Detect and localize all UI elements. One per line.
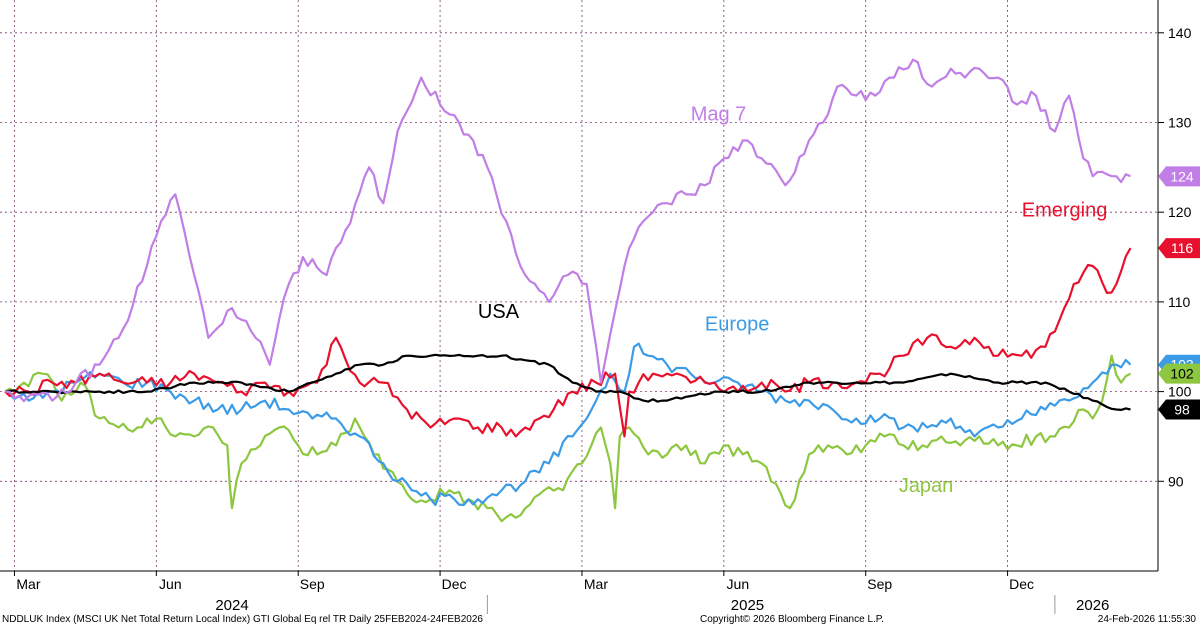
end-badge-value: 98 (1174, 402, 1190, 418)
series-lines (4, 58, 1132, 523)
series-label-usa: USA (478, 301, 520, 323)
series-line-mag-7 (4, 58, 1131, 403)
y-tick-label: 140 (1168, 25, 1192, 41)
axes (0, 0, 1159, 614)
x-axis-ticks: Mar Jun Sep Dec Mar Jun Sep Dec 2024 2025 2026 (13, 571, 1109, 614)
x-tick-label: Sep (867, 576, 892, 592)
gridlines (0, 0, 1158, 571)
x-tick-label: Mar (584, 576, 608, 592)
y-tick-label: 110 (1168, 294, 1191, 310)
x-tick-label: Dec (1009, 576, 1034, 592)
series-label-emerging: Emerging (1022, 200, 1108, 222)
x-tick-label: Jun (727, 576, 750, 592)
series-label-japan: Japan (899, 475, 954, 497)
series-label-mag-7: Mag 7 (691, 104, 747, 126)
y-tick-label: 100 (1168, 384, 1192, 400)
series-labels: Japan Europe Emerging USA Mag 7 (478, 104, 1107, 497)
series-line-europe (4, 342, 1132, 507)
y-tick-label: 120 (1168, 204, 1192, 220)
end-value-badges: 12411698103102 (1158, 166, 1200, 420)
end-badge-mag-7: 124 (1158, 166, 1200, 187)
x-tick-label: Dec (442, 576, 467, 592)
end-badge-japan: 102 (1158, 363, 1200, 384)
x-year-label: 2026 (1076, 597, 1109, 614)
y-axis-ticks: 90 100 110 120 130 140 (1158, 25, 1192, 489)
x-tick-label: Sep (300, 576, 325, 592)
series-line-japan (4, 354, 1132, 523)
end-badge-shape (1158, 363, 1200, 384)
end-badge-emerging: 116 (1158, 238, 1200, 259)
y-tick-label: 130 (1168, 115, 1192, 131)
end-badge-usa: 98 (1158, 399, 1200, 420)
x-tick-label: Jun (159, 576, 182, 592)
series-line-usa (4, 353, 1131, 411)
end-badge-value: 116 (1171, 240, 1194, 256)
end-badge-shape (1158, 399, 1200, 420)
footer-source: NDDLUK Index (MSCI UK Net Total Return L… (2, 614, 483, 625)
end-badge-value: 102 (1170, 366, 1194, 382)
series-label-europe: Europe (705, 314, 770, 336)
end-badge-shape (1158, 166, 1200, 187)
footer-timestamp: 24-Feb-2026 11:55:30 (1097, 614, 1196, 625)
y-tick-label: 90 (1168, 473, 1184, 489)
end-badge-value: 124 (1170, 168, 1194, 184)
series-line-emerging (4, 247, 1132, 438)
x-tick-label: Mar (16, 576, 40, 592)
x-year-label: 2025 (731, 597, 764, 614)
x-year-label: 2024 (215, 597, 248, 614)
footer-copyright: Copyright© 2026 Bloomberg Finance L.P. (700, 614, 884, 625)
end-badge-shape (1158, 238, 1200, 259)
